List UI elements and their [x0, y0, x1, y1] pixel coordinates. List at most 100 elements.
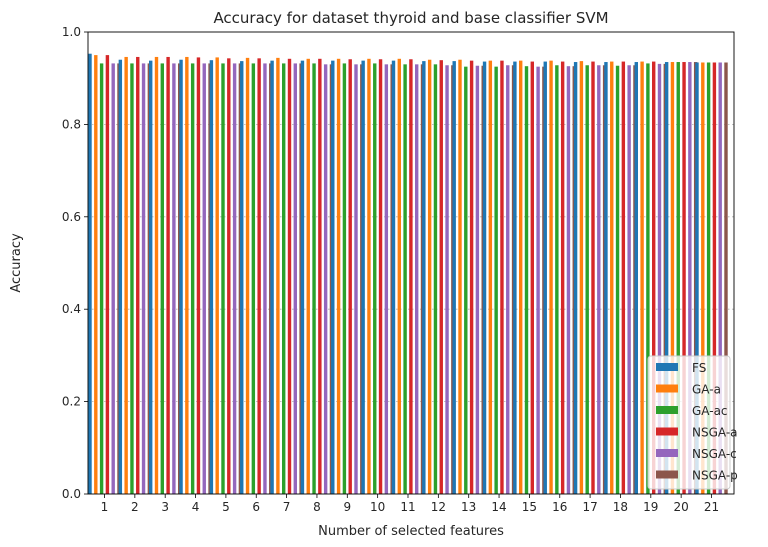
x-tick-label: 3: [161, 500, 169, 514]
bar-ga-ac-12: [433, 64, 438, 494]
bar-nsga-c-11: [415, 64, 419, 494]
bar-fs-14: [482, 61, 487, 494]
bar-ga-a-15: [519, 60, 523, 494]
bar-nsga-a-10: [378, 59, 383, 494]
bar-fs-8: [300, 60, 305, 494]
bar-fs-9: [331, 60, 335, 494]
y-tick-label: 0.2: [62, 395, 81, 409]
bar-ga-a-2: [124, 56, 128, 494]
bar-ga-ac-17: [585, 65, 589, 494]
bar-fs-6: [240, 61, 244, 495]
bar-ga-a-6: [245, 57, 250, 495]
bar-fs-4: [179, 59, 183, 494]
chart-title: Accuracy for dataset thyroid and base cl…: [213, 9, 608, 27]
bar-nsga-c-6: [263, 63, 267, 495]
bar-ga-a-10: [367, 58, 371, 495]
x-tick-label: 4: [192, 500, 200, 514]
bar-ga-a-21: [701, 62, 705, 495]
y-axis-label: Accuracy: [9, 233, 24, 293]
bar-nsga-c-12: [445, 65, 449, 494]
y-tick-label: 1.0: [62, 25, 81, 39]
bar-ga-a-7: [276, 57, 280, 495]
bar-fs-3: [149, 60, 153, 494]
plot-frame: [87, 31, 735, 495]
x-tick-label: 2: [131, 500, 139, 514]
bar-ga-a-9: [336, 58, 341, 495]
bar-nsga-a-2: [136, 56, 140, 494]
x-tick-label: 19: [643, 500, 658, 514]
legend-swatch-nsga-a: [656, 427, 678, 436]
bar-ga-ac-4: [190, 63, 195, 495]
bar-nsga-a-9: [348, 59, 352, 494]
bar-fs-19: [634, 62, 638, 494]
legend-label-fs: FS: [692, 361, 706, 375]
legend-label-nsga-p: NSGA-p: [692, 469, 738, 483]
bar-nsga-c-10: [384, 64, 389, 494]
legend: FS GA-a GA-ac NSGA-a NSGA-c NSGA-p: [647, 355, 738, 490]
bar-ga-a-1: [94, 55, 98, 494]
bar-ga-ac-7: [282, 63, 286, 495]
bar-ga-ac-15: [524, 66, 529, 494]
bar-fs-20: [664, 62, 669, 494]
bar-ga-a-20: [670, 62, 675, 494]
bar-nsga-c-4: [202, 63, 206, 495]
x-tick-label: 17: [582, 500, 597, 514]
legend-swatch-ga-a: [656, 384, 678, 393]
bar-ga-ac-14: [494, 66, 498, 495]
bar-nsga-a-5: [227, 58, 231, 494]
bar-ga-ac-13: [464, 66, 468, 495]
legend-label-nsga-c: NSGA-c: [692, 447, 737, 461]
bar-nsga-a-7: [287, 58, 292, 495]
bar-nsga-a-15: [530, 61, 534, 494]
x-tick-label: 6: [252, 500, 260, 514]
bar-fs-13: [452, 61, 456, 495]
bar-ga-a-5: [215, 57, 219, 494]
bar-fs-5: [209, 60, 214, 495]
bar-ga-ac-3: [160, 63, 164, 495]
bar-nsga-c-17: [597, 65, 601, 494]
y-axis: 0.0 0.2 0.4 0.6 0.8 1.0: [62, 25, 88, 501]
bar-nsga-a-21: [712, 62, 717, 495]
bar-nsga-c-9: [354, 64, 358, 494]
bar-ga-a-3: [154, 56, 159, 494]
bar-ga-ac-21: [706, 62, 711, 495]
x-tick-label: 7: [283, 500, 291, 514]
bar-ga-a-12: [427, 59, 432, 494]
bar-nsga-c-14: [506, 65, 510, 494]
bar-nsga-c-7: [293, 63, 297, 495]
bar-ga-a-18: [610, 61, 614, 494]
legend-swatch-nsga-c: [656, 449, 678, 457]
x-tick-label: 14: [491, 500, 506, 514]
bar-ga-ac-10: [373, 63, 377, 495]
bar-ga-ac-8: [312, 63, 316, 495]
bar-ga-ac-18: [615, 65, 620, 494]
bar-nsga-c-15: [536, 66, 540, 495]
x-tick-label: 20: [674, 500, 689, 514]
y-tick-label: 0.8: [62, 117, 81, 131]
bar-nsga-a-13: [469, 60, 474, 494]
legend-swatch-nsga-p: [656, 470, 678, 479]
bar-ga-a-8: [306, 58, 310, 495]
bar-ga-a-19: [640, 61, 644, 494]
x-tick-label: 5: [222, 500, 230, 514]
bar-fs-7: [270, 60, 274, 494]
x-tick-label: 13: [461, 500, 476, 514]
x-tick-label: 11: [400, 500, 415, 514]
bar-nsga-a-1: [105, 55, 110, 494]
bar-ga-a-16: [549, 60, 553, 494]
bar-ga-a-4: [185, 56, 189, 494]
x-tick-label: 21: [704, 500, 719, 514]
bar-ga-ac-6: [251, 63, 256, 495]
bar-nsga-a-6: [257, 58, 261, 494]
bar-nsga-c-19: [657, 63, 662, 494]
bar-fs-12: [422, 61, 426, 495]
bar-fs-2: [118, 59, 123, 494]
y-tick-label: 0.6: [62, 210, 81, 224]
legend-swatch-fs: [656, 363, 678, 371]
bar-nsga-a-8: [318, 58, 322, 495]
bar-fs-21: [695, 62, 699, 495]
bar-ga-a-14: [488, 60, 493, 494]
legend-label-nsga-a: NSGA-a: [692, 426, 738, 440]
y-tick-label: 0.4: [62, 302, 81, 316]
